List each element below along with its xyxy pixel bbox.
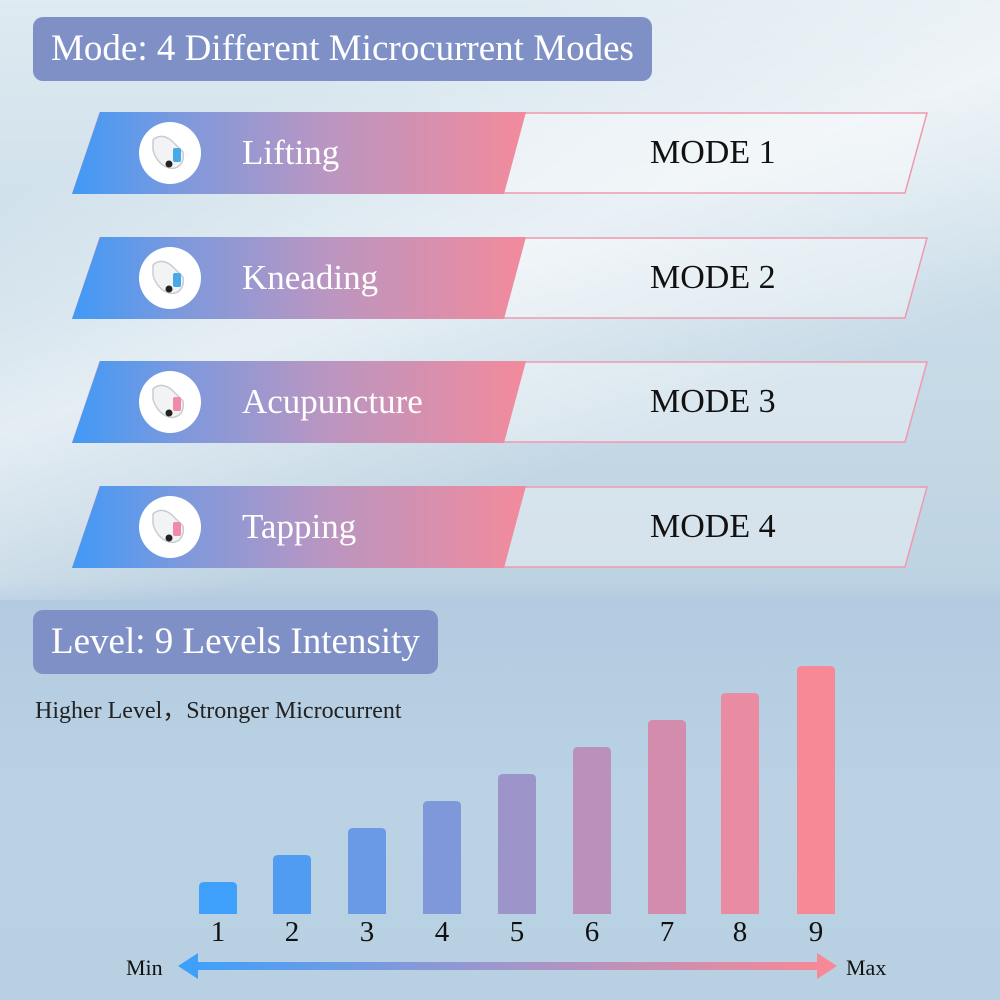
mode-number: MODE 4 (650, 508, 776, 545)
min-max-arrow (178, 953, 837, 979)
tick-label: 3 (359, 916, 375, 948)
mode-name: Lifting (242, 133, 340, 172)
face-lifting-device-icon (139, 496, 201, 558)
mode-number: MODE 3 (650, 383, 776, 420)
bar-level-3 (348, 828, 386, 914)
bar-level-9 (797, 666, 835, 914)
tick-label: 7 (659, 916, 675, 948)
min-label: Min (126, 955, 163, 980)
levels-subtitle: Higher Level，Stronger Microcurrent (35, 698, 402, 724)
face-lifting-device-icon (139, 247, 201, 309)
bar-level-5 (498, 774, 536, 914)
bar-level-2 (273, 855, 311, 914)
levels-title: Level: 9 Levels Intensity (33, 610, 438, 674)
mode-number: MODE 1 (650, 134, 776, 171)
bar-level-1 (199, 882, 237, 914)
tick-label: 8 (732, 916, 748, 948)
tick-label: 2 (284, 916, 300, 948)
tick-label: 5 (509, 916, 525, 948)
bar-level-7 (648, 720, 686, 914)
bar-level-6 (573, 747, 611, 914)
bar-level-4 (423, 801, 461, 914)
tick-label: 9 (808, 916, 824, 948)
tick-label: 4 (434, 916, 450, 948)
modes-title: Mode: 4 Different Microcurrent Modes (33, 17, 652, 81)
tick-label: 1 (210, 916, 226, 948)
mode-row-3: Acupuncture MODE 3 (72, 361, 932, 443)
mode-name: Acupuncture (242, 382, 423, 421)
mode-name: Kneading (242, 258, 379, 297)
mode-row-4: Tapping MODE 4 (72, 486, 932, 568)
mode-row-1: Lifting MODE 1 (72, 112, 932, 194)
tick-label: 6 (584, 916, 600, 948)
mode-row-2: Kneading MODE 2 (72, 237, 932, 319)
max-label: Max (846, 955, 887, 980)
mode-number: MODE 2 (650, 259, 776, 296)
mode-name: Tapping (242, 507, 357, 546)
bar-level-8 (721, 693, 759, 914)
face-lifting-device-icon (139, 122, 201, 184)
face-lifting-device-icon (139, 371, 201, 433)
